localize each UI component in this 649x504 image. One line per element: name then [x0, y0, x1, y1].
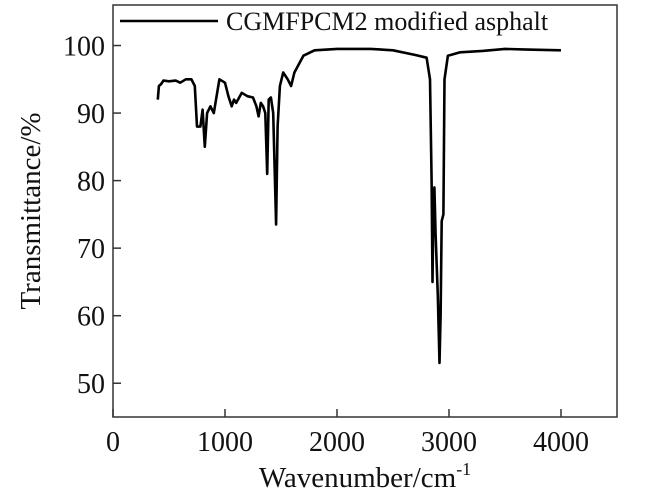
y-tick-label: 70: [77, 234, 105, 265]
y-tick-label: 100: [63, 32, 105, 63]
x-tick-label: 0: [106, 427, 120, 458]
x-tick-label: 2000: [309, 427, 365, 458]
plot-frame: [112, 4, 618, 418]
y-tick-label: 60: [77, 302, 105, 333]
x-tick-label: 3000: [421, 427, 477, 458]
x-tick-label: 1000: [197, 427, 253, 458]
x-axis-title: Wavenumber/cm-1: [259, 459, 471, 494]
x-axis-title-main: Wavenumber/cm: [259, 462, 457, 494]
y-axis-title: Transmittance/%: [15, 112, 47, 309]
y-tick-label: 90: [77, 99, 105, 130]
y-tick-label: 80: [77, 167, 105, 198]
series-line: [156, 47, 562, 365]
x-axis-title-sup: -1: [456, 459, 471, 479]
legend-label: CGMFPCM2 modified asphalt: [226, 7, 549, 36]
y-tick-label: 50: [77, 369, 105, 400]
x-tick-label: 4000: [533, 427, 589, 458]
